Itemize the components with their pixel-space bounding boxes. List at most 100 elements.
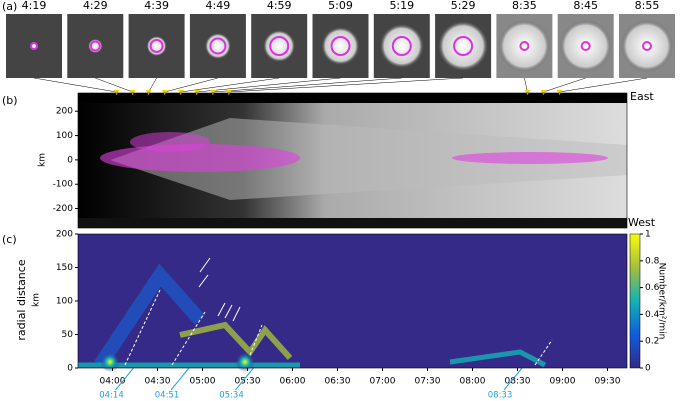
time-marker [177,90,184,95]
annotation-arrow [235,367,254,391]
cloud [559,20,612,72]
colorbar-tick-label: 0 [645,364,651,374]
density-peak [100,352,120,372]
echo-region [110,118,627,200]
y-tick-label: 0 [67,364,73,374]
colorbar-tick-label: 0.4 [645,310,660,320]
x-tick-label: 07:00 [370,377,396,387]
y-axis-label: radial distance [15,259,28,340]
cloud [498,20,551,72]
y-tick-label: 150 [56,263,73,273]
x-tick-label: 05:00 [190,377,216,387]
frame-time: 8:35 [512,0,537,12]
connector [228,77,464,93]
time-marker [524,90,531,95]
annotation-label: 04:51 [155,391,180,401]
x-tick-label: 05:30 [235,377,261,387]
connector [95,77,133,93]
x-tick-label: 06:00 [280,377,306,387]
connector [196,77,341,93]
frame-time: 4:39 [144,0,169,12]
frame-time: 4:19 [22,0,47,12]
frame-time: 8:55 [635,0,660,12]
frame-time: 4:29 [83,0,108,12]
frame-time: 4:49 [206,0,231,12]
y-tick-label: 100 [56,131,73,141]
frame-time: 5:09 [328,0,353,12]
lightning-ring [209,37,227,55]
connector [524,77,528,93]
lightning-ring [330,36,351,56]
x-tick-label: 06:30 [325,377,351,387]
frame-time: 8:45 [573,0,598,12]
lightning-cloud [130,132,210,152]
axes-frame [77,233,628,369]
time-marker [540,90,547,95]
colorbar-tick-label: 0.2 [645,337,659,347]
connector [543,77,586,93]
time-marker [145,90,152,95]
density-peak [235,352,255,372]
density-band [449,349,547,368]
x-tick-label: 04:00 [100,377,126,387]
y-tick-label: 200 [56,107,73,117]
x-tick-label: 08:30 [505,377,531,387]
connector [559,77,648,93]
y-tick-label: 200 [56,230,73,240]
frame-time: 4:59 [267,0,292,12]
lightning-ring [642,41,652,51]
annotation-arrow [503,367,523,391]
y-tick-label: 100 [56,297,73,307]
connector [148,77,157,93]
x-tick-label: 07:30 [415,377,441,387]
y-tick-label: 50 [62,330,74,340]
x-tick-label: 09:30 [595,377,621,387]
y-tick-label: -200 [53,204,74,214]
time-marker [129,90,136,95]
annotation-label: 05:34 [219,391,244,401]
time-marker [193,90,200,95]
axes-frame [77,92,628,229]
cloud [379,24,424,68]
colorbar-tick-label: 0.8 [645,256,660,266]
connector [180,77,280,93]
annotation-label: 08:33 [488,391,513,401]
panel-c-image [78,234,627,368]
panel-label: (c) [2,233,17,246]
cloud [204,33,231,59]
colorbar [629,233,641,369]
frame-time: 5:29 [451,0,476,12]
connector [33,77,117,93]
lightning-ring [89,40,101,52]
annotation: East [630,90,654,103]
density-band [94,263,206,369]
annotation-arrow [115,367,134,391]
dark-band [78,218,627,228]
colorbar-tick-label: 0.6 [645,283,660,293]
cloud [438,21,489,71]
time-marker [161,90,168,95]
cloud [621,20,673,72]
density-band [179,321,293,360]
y-tick-label: 0 [67,155,73,165]
colorbar-tick-label: 1 [645,230,651,240]
cloud [146,36,167,56]
cloud [321,27,360,65]
lightning-cloud [452,152,608,164]
lightning-ring [149,39,164,53]
x-tick-label: 04:30 [145,377,171,387]
lightning-ring [391,36,412,56]
time-marker [556,90,563,95]
lightning-ring [519,41,530,51]
x-tick-label: 09:00 [550,377,576,387]
lightning-ring [30,42,38,50]
cloud [263,30,296,62]
dark-band [78,93,627,103]
panel-a: 4:19 4:29 4:39 4:49 4:59 5:09 5:19 5:29 8:35 8:45… [6,0,675,93]
connector [212,77,402,93]
lightning-ring [453,36,474,56]
arrows [198,257,241,322]
time-marker [113,90,120,95]
annotation: West [628,216,656,229]
